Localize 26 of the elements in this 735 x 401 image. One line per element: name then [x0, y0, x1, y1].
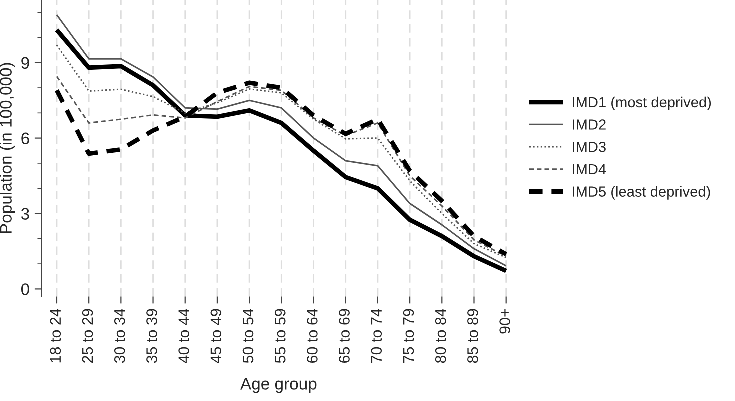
x-tick-label: 30 to 34	[114, 308, 126, 364]
legend-label: IMD4	[573, 164, 606, 174]
x-tick-label: 90+	[500, 309, 510, 334]
y-tick-label: 3	[21, 208, 30, 220]
x-tick-label: 65 to 69	[339, 309, 350, 363]
x-tick-label: 85 to 89	[468, 309, 478, 364]
x-tick-label: 80 to 84	[435, 308, 446, 364]
x-tick-label: 60 to 64	[307, 308, 318, 363]
x-tick-label: 50 to 54	[242, 308, 254, 364]
x-axis-title: Age group	[240, 378, 317, 394]
y-tick-label: 0	[21, 284, 30, 296]
y-tick-label: 9	[22, 57, 30, 70]
x-tick-label: 75 to 79	[403, 309, 414, 363]
legend-label: IMD5 (least deprived)	[573, 186, 710, 200]
legend-label: IMD3	[573, 142, 606, 152]
x-tick-label: 25 to 29	[82, 309, 94, 363]
x-tick-label: 40 to 44	[178, 308, 190, 364]
y-axis-title: Population (in 100,000)	[0, 63, 16, 234]
x-tick-label: 45 to 49	[210, 309, 222, 364]
legend-label: IMD1 (most deprived)	[573, 96, 712, 110]
x-tick-label: 70 to 74	[371, 308, 382, 363]
x-tick-label: 18 to 24	[50, 308, 62, 363]
x-tick-label: 35 to 39	[146, 309, 158, 364]
x-tick-label: 55 to 59	[274, 309, 286, 364]
y-tick-label: 6	[22, 132, 30, 145]
legend-label: IMD2	[573, 120, 606, 130]
